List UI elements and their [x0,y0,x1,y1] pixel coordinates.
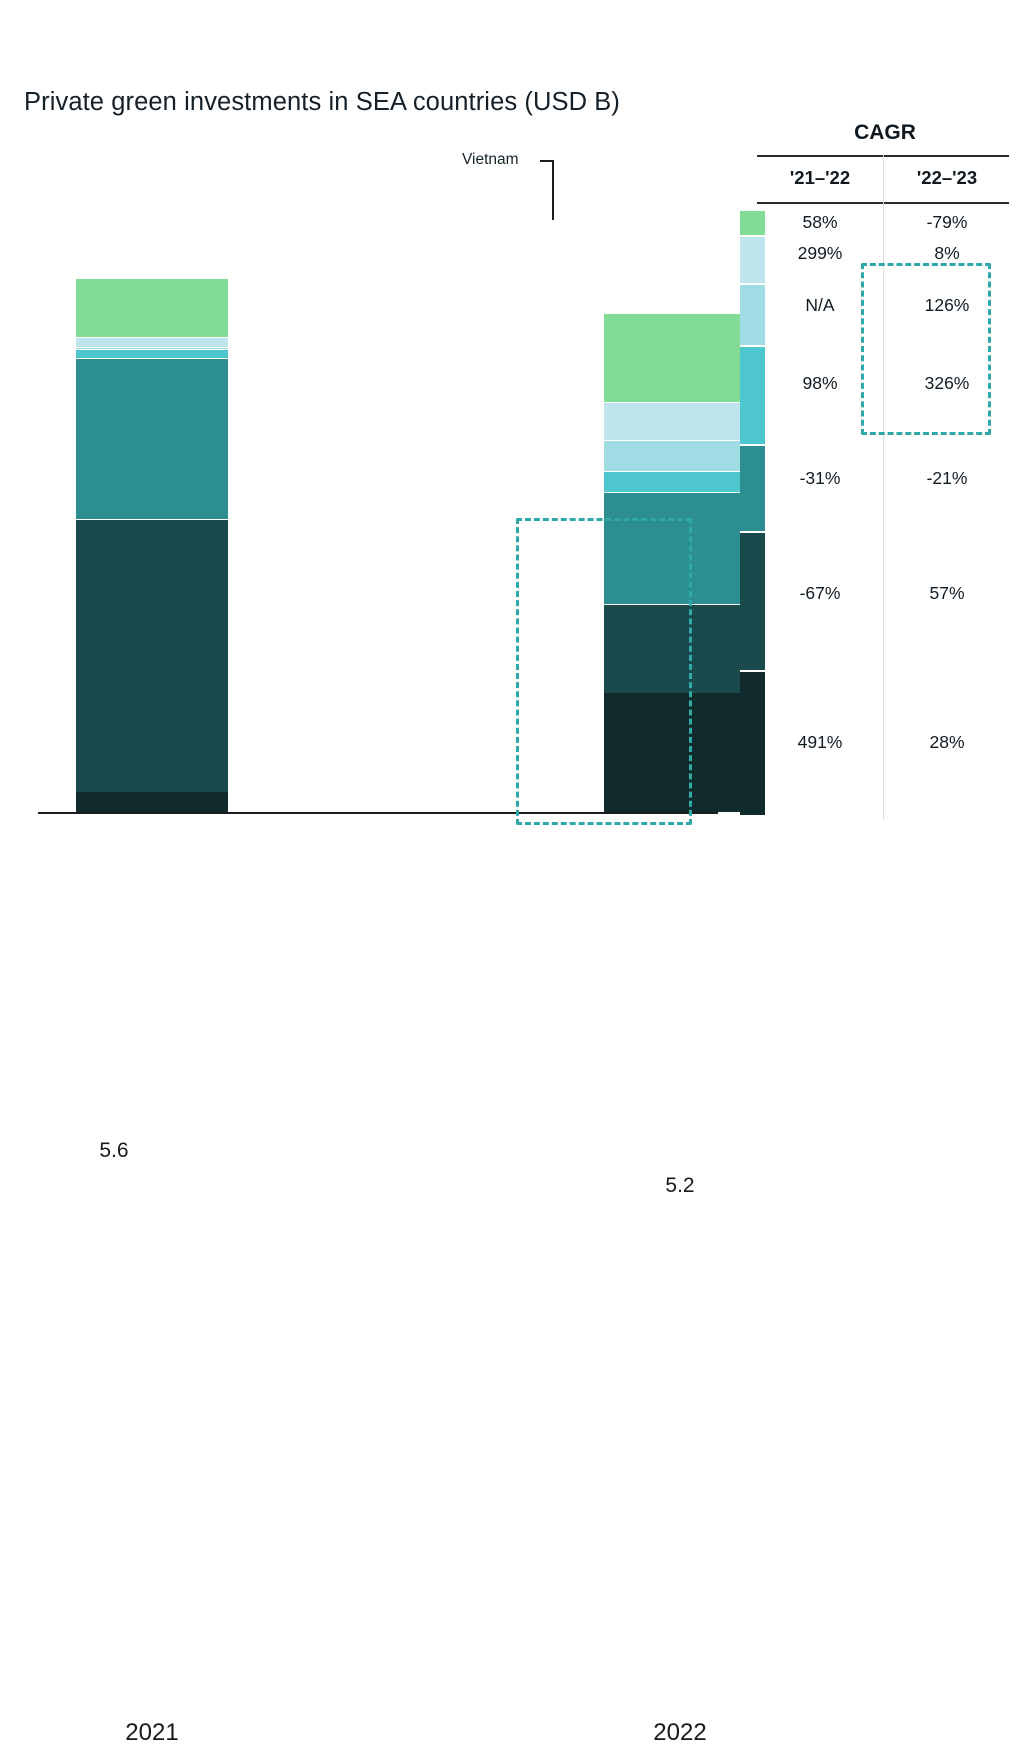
plot-area: 5.6 2021 5.2 [0,0,756,1746]
x-axis-label-2021: 2021 [125,1719,179,1746]
callout-leader-line [540,160,554,220]
cagr-column-header-1: '21–'22 [789,167,851,188]
segment-2021-vietnam[interactable] [76,278,228,337]
legend-swatch-philippines [740,531,765,670]
segment-2022-laos-pdr[interactable] [604,440,756,471]
legend-color-strip [740,211,765,815]
cagr-value-philippines-22-23: 57% [929,583,965,603]
cagr-value-singapore-21-22: -31% [799,468,841,488]
bar-total-2022: 5.2 [665,1174,695,1197]
x-axis-label-2022: 2022 [653,1719,707,1746]
segment-2022-thailand[interactable] [604,402,756,440]
legend-swatch-vietnam [740,211,765,235]
bar-stack-2021[interactable] [76,278,228,812]
cagr-value-indonesia-21-22: 491% [797,732,843,752]
legend-swatch-thailand [740,235,765,283]
cagr-column-divider [883,155,884,820]
legend-swatch-singapore [740,444,765,531]
segment-2021-thailand[interactable] [76,337,228,347]
cagr-table: CAGR '21–'22 '22–'23 58% -79% 299% 8% N/… [740,110,1016,820]
cagr-value-thailand-22-23: 8% [934,243,960,263]
legend-swatch-indonesia [740,670,765,815]
cagr-value-singapore-22-23: -21% [926,468,968,488]
cagr-value-laos-pdr-21-22: N/A [805,295,835,315]
cagr-value-laos-pdr-22-23: 126% [924,295,970,315]
page-title: Private green investments in SEA countri… [24,88,620,116]
cagr-value-thailand-21-22: 299% [797,243,843,263]
cagr-value-malaysia-22-23: 326% [924,373,970,393]
cagr-title: CAGR [854,121,916,144]
segment-2021-malaysia[interactable] [76,349,228,358]
cagr-value-vietnam-21-22: 58% [802,212,838,232]
segment-2022-indonesia[interactable] [604,693,756,812]
bar-stack-2022[interactable] [604,313,756,812]
x-axis-line [38,812,718,814]
segment-2022-philippines[interactable] [604,604,756,693]
cagr-value-philippines-21-22: -67% [799,583,841,603]
callout-label-vietnam: Vietnam [462,151,519,168]
bar-total-2021: 5.6 [99,1139,129,1162]
legend-swatch-laos-pdr [740,283,765,345]
cagr-value-vietnam-22-23: -79% [926,212,968,232]
segment-2022-vietnam[interactable] [604,313,756,402]
segment-2022-malaysia[interactable] [604,471,756,492]
segment-2021-singapore[interactable] [76,358,228,519]
segment-2022-singapore[interactable] [604,492,756,604]
cagr-value-malaysia-21-22: 98% [802,373,838,393]
segment-2021-philippines[interactable] [76,519,228,792]
cagr-value-indonesia-22-23: 28% [929,732,965,752]
segment-2021-indonesia[interactable] [76,792,228,812]
segment-2021-laos-pdr[interactable] [76,347,228,349]
legend-swatch-malaysia [740,345,765,444]
cagr-column-header-2: '22–'23 [916,167,978,188]
